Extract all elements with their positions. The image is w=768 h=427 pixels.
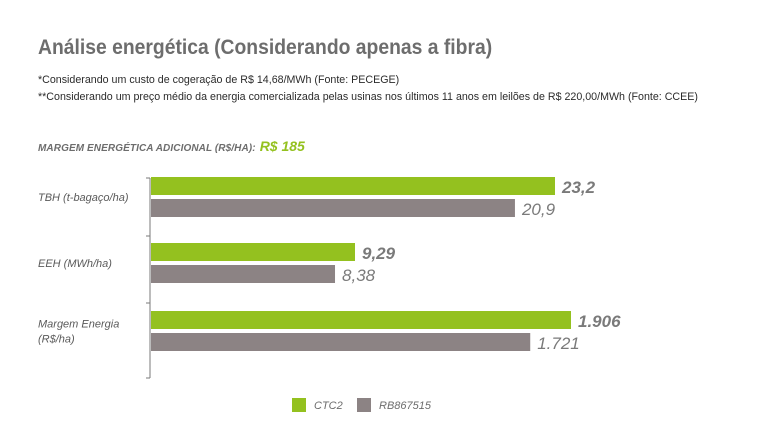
legend-swatch-rb867515 xyxy=(357,398,371,412)
data-label-rb867515: 1.721 xyxy=(537,334,580,353)
additional-margin-line: MARGEM ENERGÉTICA ADICIONAL (R$/HA): R$ 1… xyxy=(38,138,305,156)
footnote-energy-price: **Considerando um preço médio da energia… xyxy=(38,91,698,103)
bar-rb867515 xyxy=(151,265,336,283)
data-label-ctc2: 9,29 xyxy=(362,244,396,263)
additional-margin-label: MARGEM ENERGÉTICA ADICIONAL (R$/HA): xyxy=(38,143,256,154)
additional-margin-value: R$ 185 xyxy=(259,138,305,154)
chart-title: Análise energética (Considerando apenas … xyxy=(38,36,493,59)
data-label-rb867515: 20,9 xyxy=(521,200,556,219)
category-label: Margem Energia xyxy=(38,319,119,331)
category-label: TBH (t-bagaço/ha) xyxy=(38,192,129,204)
category-label: (R$/ha) xyxy=(38,334,75,346)
footnote-cogeneration-cost: *Considerando um custo de cogeração de R… xyxy=(38,74,400,86)
bar-ctc2 xyxy=(151,243,355,261)
bar-ctc2 xyxy=(151,311,571,329)
data-label-ctc2: 1.906 xyxy=(578,312,621,331)
legend-label-ctc2: CTC2 xyxy=(314,400,343,412)
legend-swatch-ctc2 xyxy=(292,398,306,412)
data-label-rb867515: 8,38 xyxy=(342,266,376,285)
legend-label-rb867515: RB867515 xyxy=(379,400,432,412)
data-label-ctc2: 23,2 xyxy=(561,178,596,197)
category-label: EEH (MWh/ha) xyxy=(38,258,112,270)
bar-ctc2 xyxy=(151,177,555,195)
bar-rb867515 xyxy=(151,333,531,351)
bar-rb867515 xyxy=(151,199,515,217)
